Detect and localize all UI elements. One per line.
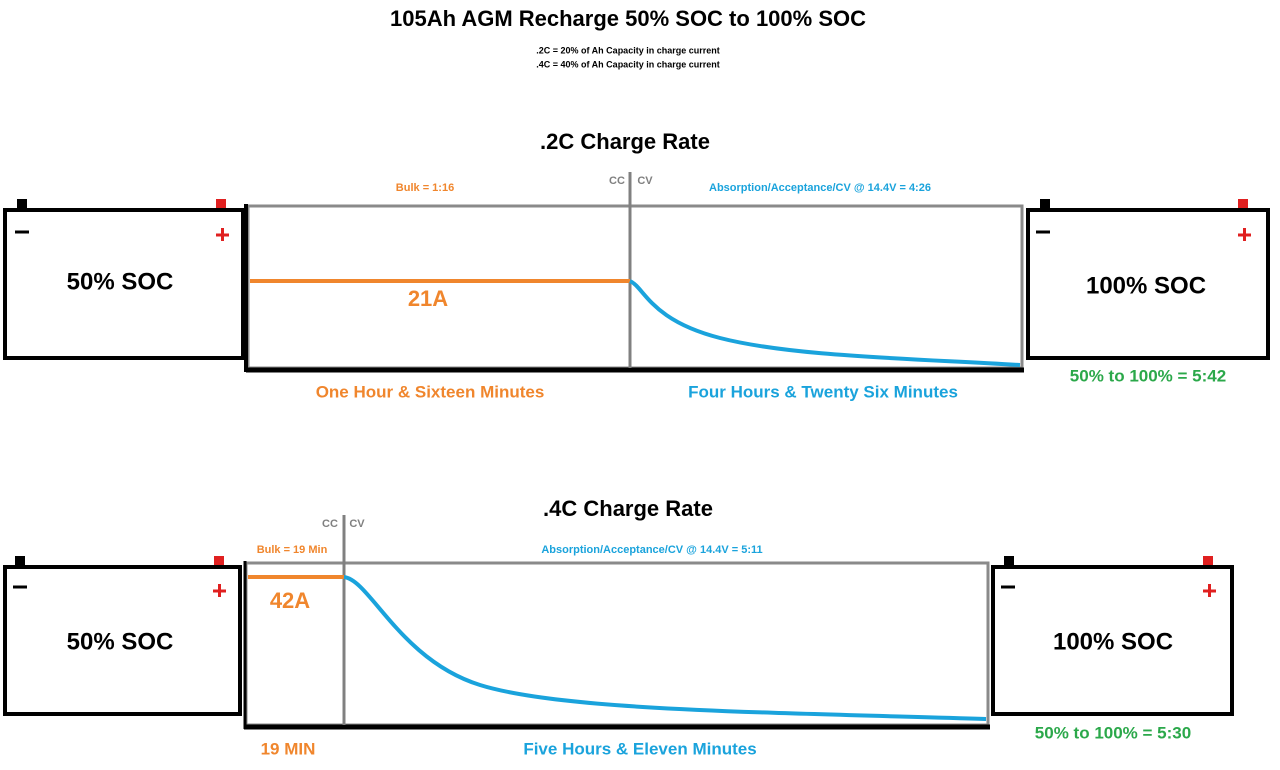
absorption-duration: Five Hours & Eleven Minutes [523, 739, 756, 758]
terminal [15, 556, 25, 567]
plus-icon [1238, 228, 1251, 241]
battery [3, 208, 245, 360]
bulk-label: Bulk = 19 Min [257, 544, 328, 556]
cv-label: CV [637, 175, 653, 187]
absorption-label: Absorption/Acceptance/CV @ 14.4V = 4:26 [709, 182, 931, 194]
total-time: 50% to 100% = 5:30 [1035, 723, 1191, 742]
plus-icon [1203, 584, 1216, 597]
terminal [1203, 556, 1213, 567]
note: .2C = 20% of Ah Capacity in charge curre… [536, 45, 719, 55]
bulk-label: Bulk = 1:16 [396, 182, 454, 194]
absorption-duration: Four Hours & Twenty Six Minutes [688, 382, 958, 401]
total-time: 50% to 100% = 5:42 [1070, 366, 1226, 385]
panel: .4C Charge Rate 50% SOC CC CV Bulk = 19 … [3, 496, 1234, 758]
battery [3, 565, 242, 716]
start-soc: 50% SOC [67, 628, 174, 655]
terminal [1004, 556, 1014, 567]
bulk-duration: One Hour & Sixteen Minutes [316, 382, 545, 401]
terminal [214, 556, 224, 567]
terminal [1238, 199, 1248, 210]
cv-label: CV [349, 518, 365, 530]
terminal [17, 199, 27, 210]
plus-icon [213, 584, 226, 597]
end-soc: 100% SOC [1086, 272, 1206, 299]
chart-box [244, 561, 990, 727]
current: 21A [408, 286, 448, 311]
terminal [216, 199, 226, 210]
current: 42A [270, 588, 310, 613]
main-title: 105Ah AGM Recharge 50% SOC to 100% SOC [390, 6, 866, 31]
battery [1026, 208, 1270, 360]
cc-label: CC [322, 518, 338, 530]
terminal [1040, 199, 1050, 210]
bulk-duration: 19 MIN [261, 739, 316, 758]
battery [991, 565, 1234, 716]
note: .4C = 40% of Ah Capacity in charge curre… [536, 59, 719, 69]
cc-label: CC [609, 175, 625, 187]
absorption-curve [628, 279, 1021, 367]
start-soc: 50% SOC [67, 268, 174, 295]
absorption-label: Absorption/Acceptance/CV @ 14.4V = 5:11 [541, 544, 762, 556]
panel: .2C Charge Rate 50% SOC CC CV Bulk = 1:1… [3, 129, 1270, 401]
end-soc: 100% SOC [1053, 628, 1173, 655]
absorption-curve [343, 575, 987, 721]
panel-title: .4C Charge Rate [543, 496, 713, 521]
plus-icon [216, 228, 229, 241]
panel-title: .2C Charge Rate [540, 129, 710, 154]
